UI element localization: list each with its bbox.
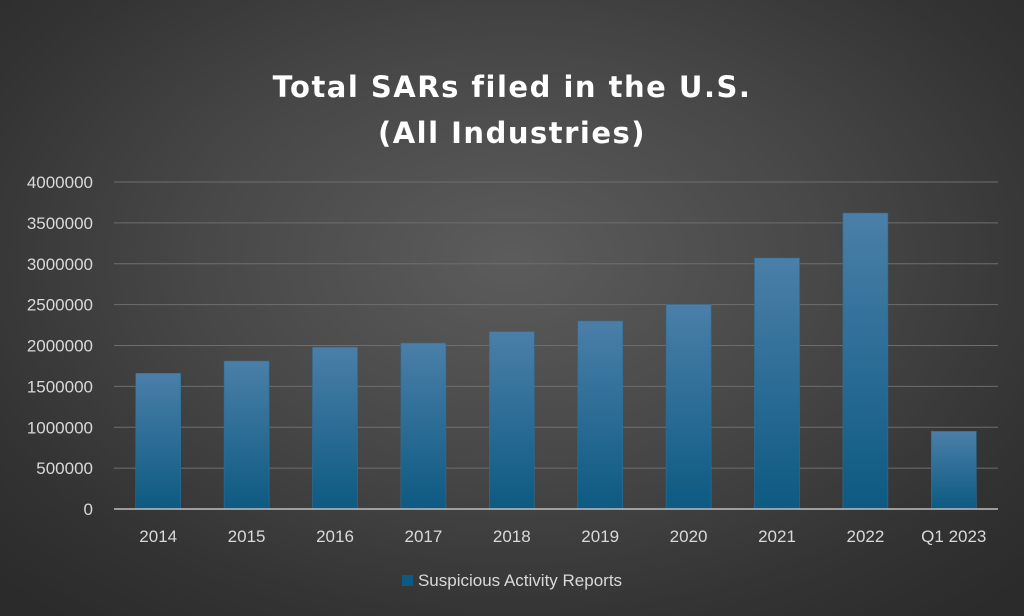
- chart-title-line-1: Total SARs filed in the U.S.: [272, 70, 752, 104]
- bar: [312, 346, 358, 510]
- bar: [135, 372, 181, 510]
- x-tick-label: 2022: [846, 527, 884, 546]
- legend: Suspicious Activity Reports: [0, 571, 1024, 591]
- x-tick-label: 2020: [670, 527, 708, 546]
- bar: [488, 331, 535, 510]
- bars: [135, 212, 977, 510]
- bar: [223, 360, 270, 510]
- y-tick-label: 1500000: [27, 377, 93, 396]
- x-tick-labels: 2014 2015 2016 2017 2018 2019 2020 2021 2022 Q1 2…: [139, 527, 986, 546]
- x-tick-label: 2015: [228, 527, 266, 546]
- bar: [577, 320, 624, 510]
- legend-swatch: [401, 575, 413, 586]
- bar: [665, 304, 712, 510]
- x-tick-label: 2017: [404, 527, 442, 546]
- bar: [930, 431, 977, 510]
- y-tick-label: 3500000: [27, 214, 93, 233]
- x-tick-label: 2019: [581, 527, 619, 546]
- y-tick-label: 1000000: [27, 418, 93, 437]
- y-tick-label: 2500000: [27, 296, 93, 315]
- y-tick-label: 3000000: [27, 255, 93, 274]
- chart-title: Total SARs filed in the U.S. (All Indust…: [0, 64, 1024, 156]
- x-tick-label: Q1 2023: [921, 527, 986, 546]
- bar: [754, 257, 800, 510]
- chart-title-line-2: (All Industries): [377, 116, 647, 150]
- y-tick-label: 2000000: [27, 337, 93, 356]
- y-tick-label: 4000000: [27, 173, 93, 192]
- x-tick-label: 2016: [316, 527, 354, 546]
- x-tick-label: 2018: [493, 527, 531, 546]
- legend-label: Suspicious Activity Reports: [417, 571, 623, 590]
- y-tick-label: 500000: [36, 459, 93, 478]
- bar: [842, 212, 889, 510]
- x-tick-label: 2021: [758, 527, 796, 546]
- bar: [400, 342, 447, 510]
- y-tick-label: 0: [84, 500, 93, 519]
- x-tick-label: 2014: [139, 527, 177, 546]
- y-tick-labels: 0 500000 1000000 1500000 2000000 2500000 30000…: [27, 173, 93, 519]
